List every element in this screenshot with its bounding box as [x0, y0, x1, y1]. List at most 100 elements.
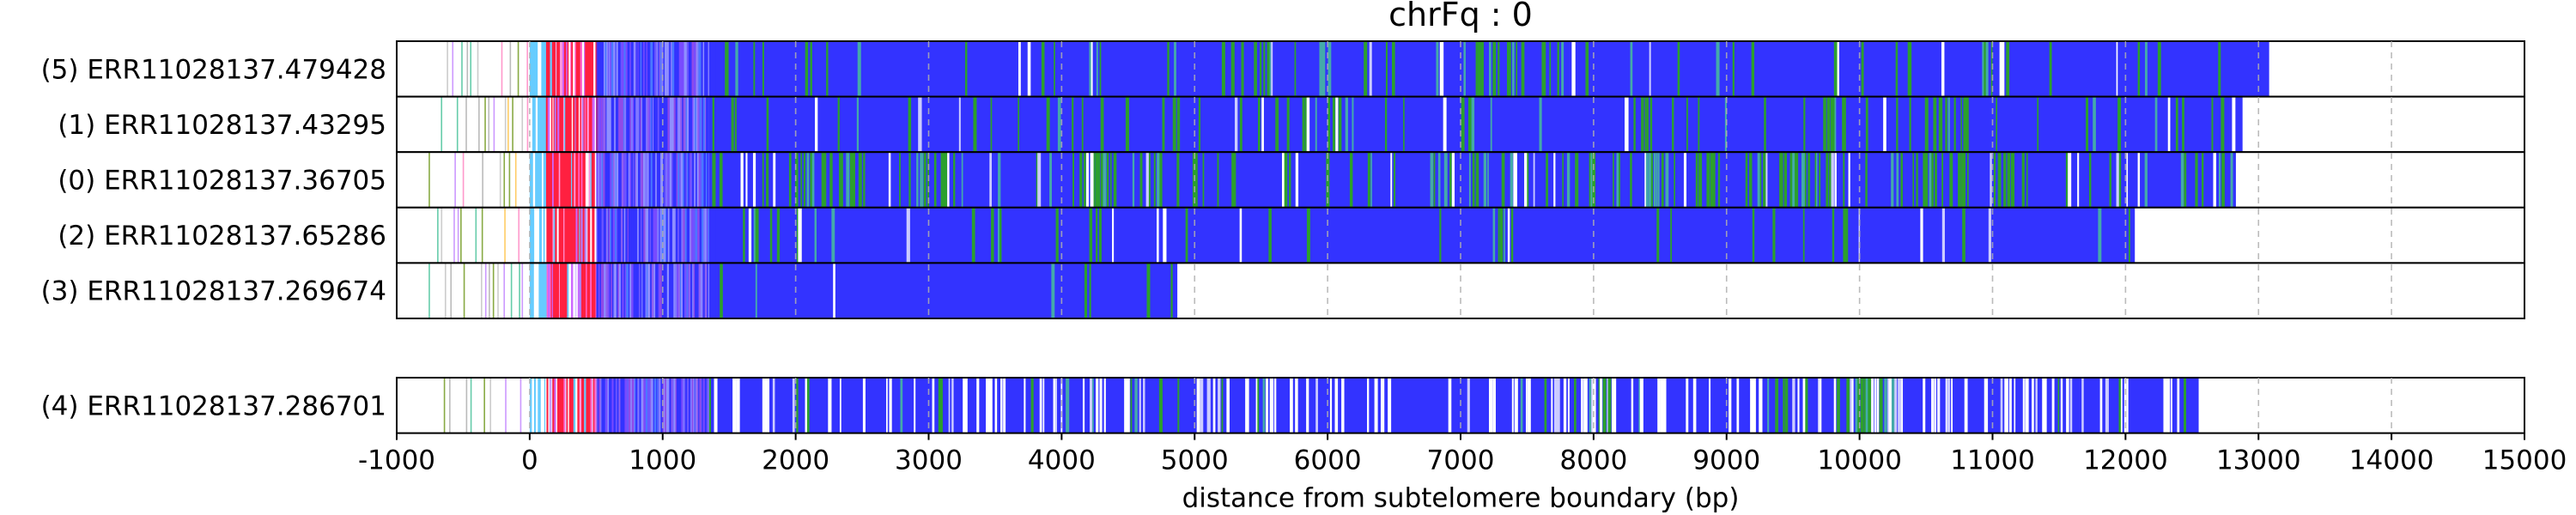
x-tick-label: 12000 [2083, 445, 2168, 476]
variant-mark [1909, 96, 1911, 153]
variant-mark [1916, 152, 1918, 208]
variant-mark [846, 152, 850, 208]
variant-mark [908, 96, 912, 153]
variant-mark [1096, 41, 1098, 97]
variant-mark [1686, 96, 1688, 153]
row-frame [396, 262, 2525, 319]
gap-mark [714, 378, 718, 433]
pre-boundary-mark [443, 378, 446, 433]
gap-mark [1239, 207, 1242, 264]
variant-mark [1391, 41, 1395, 97]
gap-mark [1876, 378, 1880, 433]
gap-mark [1937, 378, 1941, 433]
variant-mark [1146, 263, 1151, 318]
subtelomere-mark [580, 263, 585, 318]
gap-mark [2001, 41, 2005, 97]
pre-boundary-mark [497, 263, 499, 318]
subtelomere-mark [590, 378, 593, 433]
subtelomere-mark [553, 207, 556, 264]
variant-mark [1641, 96, 1644, 153]
variant-mark [1557, 41, 1559, 97]
gap-mark [2008, 378, 2012, 433]
variant-mark [1539, 96, 1542, 153]
variant-mark [1231, 152, 1235, 208]
pre-boundary-mark [465, 378, 468, 433]
read-row: (2) ERR11028137.65286 [58, 206, 2525, 264]
variant-mark [1706, 152, 1710, 208]
subtelomere-mark [573, 263, 576, 318]
pre-boundary-mark [477, 41, 479, 97]
variant-mark [1832, 96, 1835, 153]
subtelomere-mark [538, 207, 543, 264]
subtelomere-mark [548, 41, 551, 97]
variant-mark [1192, 152, 1195, 208]
variant-mark [1661, 152, 1664, 208]
variant-mark [2006, 41, 2010, 97]
variant-mark [755, 207, 759, 264]
variant-mark [1508, 41, 1511, 97]
pre-boundary-mark [501, 41, 503, 97]
gap-mark [814, 96, 818, 153]
variant-mark [805, 41, 809, 97]
gap-mark [765, 378, 770, 433]
variant-mark [1483, 152, 1487, 208]
variant-mark [1522, 41, 1525, 97]
variant-mark [2109, 152, 2111, 208]
variant-mark [1066, 378, 1070, 433]
variant-mark [1826, 96, 1831, 153]
variant-mark [1657, 152, 1660, 208]
variant-mark [1099, 41, 1102, 97]
x-tick-label: 15000 [2482, 445, 2567, 476]
gap-mark [762, 378, 766, 433]
variant-mark [1492, 207, 1496, 264]
read-row: (5) ERR11028137.479428 [41, 40, 2525, 98]
read-label: (2) ERR11028137.65286 [58, 221, 386, 251]
pre-boundary-mark [437, 207, 439, 264]
gap-mark [986, 378, 990, 433]
variant-mark [2065, 152, 2069, 208]
x-tick-label: 14000 [2349, 445, 2434, 476]
gap-mark [1990, 152, 1992, 208]
subtelomere-mark [577, 207, 580, 264]
subtelomere-mark [550, 378, 554, 433]
gap-mark [1934, 378, 1936, 433]
variant-mark [2049, 41, 2052, 97]
subtelomere-mark [554, 96, 557, 153]
read-label: (4) ERR11028137.286701 [41, 391, 386, 421]
variant-mark [766, 152, 769, 208]
gap-mark [772, 378, 775, 433]
subtelomere-mark [550, 207, 554, 264]
subtelomere-mark [559, 96, 562, 153]
variant-mark [1638, 378, 1641, 433]
variant-mark [1997, 152, 2002, 208]
subtelomere-mark [550, 96, 553, 153]
subtelomere-mark [529, 152, 533, 208]
variant-mark [858, 152, 862, 208]
gap-mark [752, 152, 756, 208]
variant-mark [1177, 378, 1180, 433]
variant-mark [2026, 152, 2028, 208]
subtelomere-mark [574, 207, 577, 264]
variant-mark [1433, 152, 1436, 208]
gap-mark [1649, 41, 1651, 97]
gap-mark [1611, 378, 1615, 433]
gap-mark [1613, 378, 1617, 433]
variant-mark [1832, 207, 1835, 264]
variant-mark [712, 152, 716, 208]
gap-mark [1507, 207, 1510, 264]
subtelomere-mark [531, 96, 534, 153]
pre-boundary-mark [517, 41, 519, 97]
variant-mark [1170, 263, 1173, 318]
variant-mark [998, 207, 1000, 264]
subtelomere-mark [588, 152, 592, 208]
gap-mark [792, 378, 795, 433]
gap-mark [1003, 378, 1006, 433]
gap-mark [1000, 378, 1003, 433]
variant-mark [1172, 96, 1176, 153]
variant-mark [1819, 152, 1821, 208]
variant-mark [1961, 152, 1965, 208]
gap-mark [1448, 378, 1452, 433]
variant-mark [1843, 96, 1846, 153]
variant-mark [1487, 152, 1489, 208]
pre-boundary-mark [457, 207, 459, 264]
